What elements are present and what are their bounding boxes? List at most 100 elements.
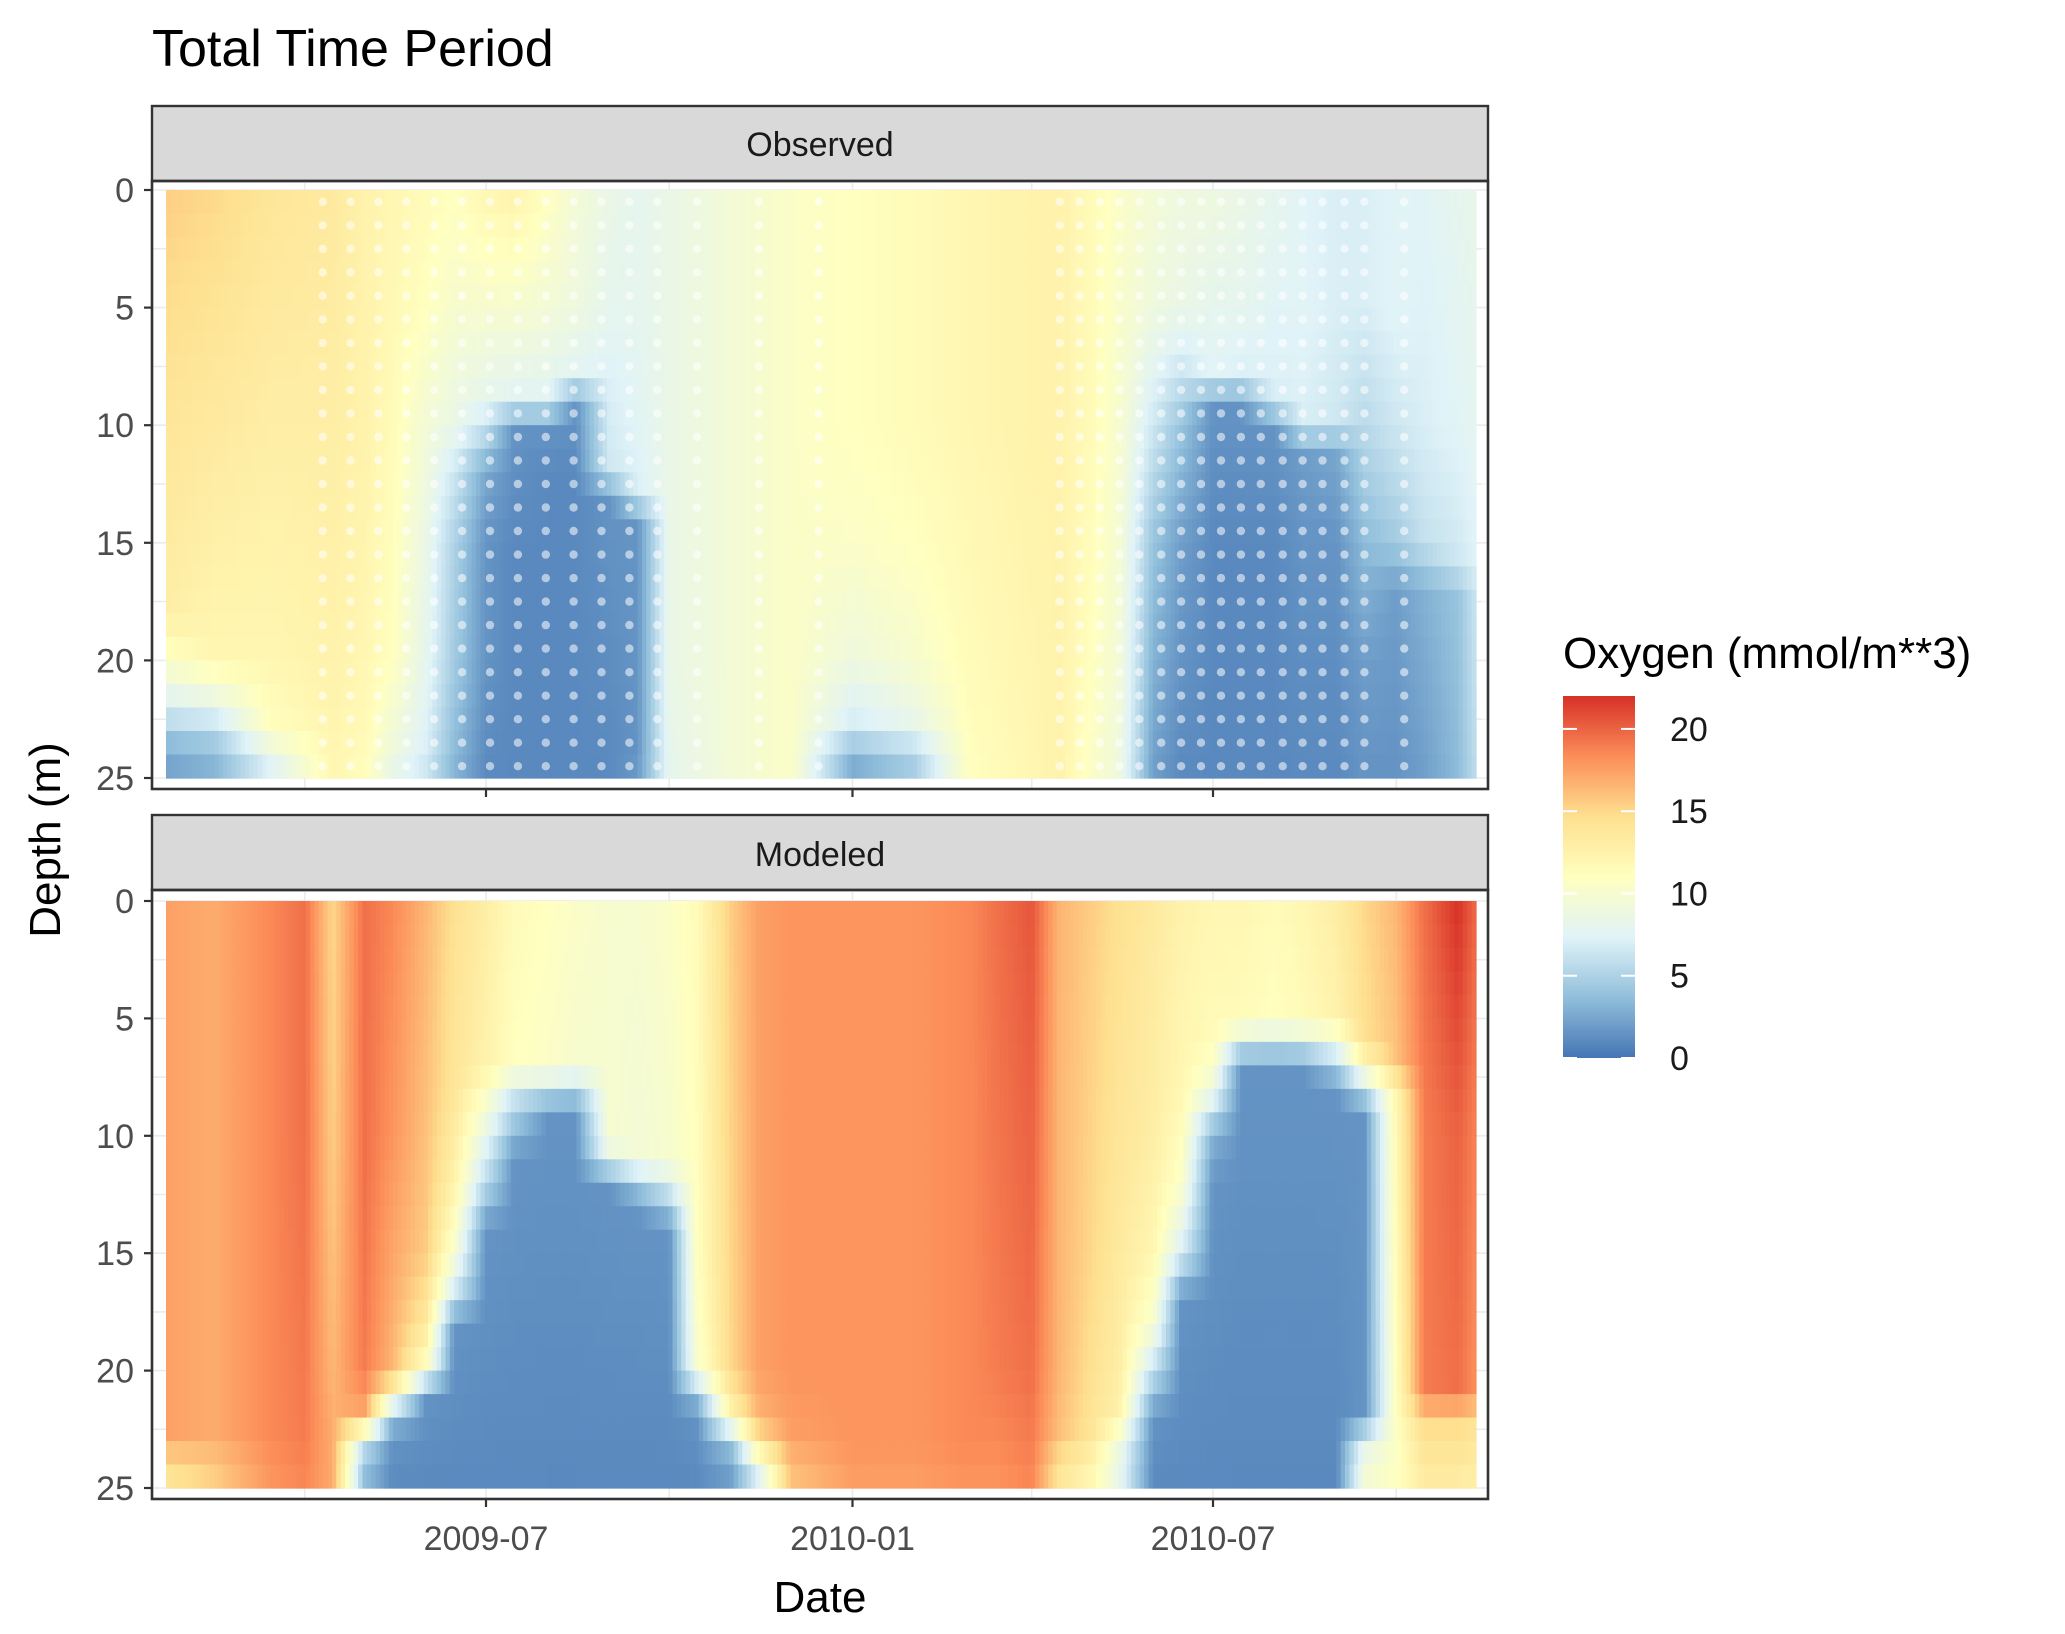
heat-cell	[244, 284, 250, 309]
heat-cell	[873, 213, 879, 238]
heat-cell	[790, 401, 796, 426]
heat-cell	[995, 683, 1001, 709]
heat-cell	[821, 448, 826, 473]
heat-cell	[668, 331, 674, 356]
heat-cell	[803, 260, 809, 285]
heat-cell	[1026, 730, 1032, 756]
heat-cell	[585, 683, 591, 709]
heat-cell	[297, 613, 302, 638]
heat-cell	[576, 190, 582, 215]
heat-cell	[615, 754, 621, 779]
heat-cell	[279, 519, 285, 544]
heat-cell	[995, 707, 1001, 732]
heat-cell	[956, 284, 962, 309]
heat-cell	[1026, 354, 1032, 379]
heat-cell	[934, 542, 940, 567]
heat-cell	[366, 472, 372, 497]
heat-cell	[493, 519, 499, 544]
heat-cell	[965, 754, 971, 779]
heat-cell	[196, 566, 202, 591]
heat-cell	[366, 448, 372, 473]
heat-cell	[869, 237, 874, 262]
heat-cell	[235, 425, 241, 450]
heat-cell	[480, 613, 486, 638]
heat-cell	[829, 660, 835, 685]
heat-cell	[847, 613, 853, 638]
heat-cell	[690, 260, 695, 285]
heat-cell	[423, 542, 429, 567]
heat-cell	[668, 284, 674, 309]
heat-cell	[209, 284, 215, 309]
heat-cell	[742, 613, 748, 638]
heat-cell	[1008, 754, 1014, 779]
heat-cell	[454, 213, 460, 238]
heat-cell	[995, 213, 1001, 238]
heat-cell	[834, 495, 840, 520]
heat-cell	[502, 331, 508, 356]
heat-cell	[681, 495, 687, 520]
heat-cell	[397, 660, 403, 685]
heat-cell	[362, 307, 368, 332]
heat-cell	[388, 190, 394, 215]
heat-cell	[672, 448, 678, 473]
heat-cell	[218, 519, 224, 544]
heat-cell	[969, 401, 975, 426]
heat-cell	[903, 495, 909, 520]
heat-cell	[895, 448, 901, 473]
heat-cell	[471, 613, 477, 638]
heat-cell	[1013, 425, 1019, 450]
heat-cell	[262, 613, 268, 638]
heat-cell	[807, 190, 813, 215]
heat-cell	[899, 707, 905, 732]
heat-cell	[917, 260, 923, 285]
heat-cell	[724, 683, 730, 709]
heat-cell	[703, 448, 709, 473]
heat-cell	[781, 589, 787, 614]
heat-cell	[620, 495, 626, 520]
heat-cell	[724, 448, 730, 473]
heat-cell	[593, 378, 599, 403]
heat-cell	[707, 307, 713, 332]
heat-cell	[659, 566, 665, 591]
heat-cell	[646, 284, 652, 309]
heat-cell	[563, 401, 569, 426]
heat-cell	[895, 542, 901, 567]
heat-cell	[222, 354, 228, 379]
heat-cell	[991, 613, 997, 638]
heat-cell	[973, 636, 979, 661]
heat-cell	[869, 472, 874, 497]
heat-cell	[938, 401, 944, 426]
heat-cell	[528, 495, 534, 520]
heat-cell	[454, 730, 460, 756]
heat-cell	[449, 190, 455, 215]
heat-cell	[445, 448, 451, 473]
heat-cell	[703, 354, 709, 379]
heat-cell	[720, 566, 726, 591]
heat-cell	[580, 495, 586, 520]
heat-cell	[528, 237, 534, 262]
heat-cell	[275, 472, 281, 497]
heat-cell	[947, 354, 953, 379]
heat-cell	[1017, 190, 1023, 215]
heat-cell	[903, 613, 909, 638]
heat-cell	[467, 190, 473, 215]
heat-cell	[851, 495, 857, 520]
heat-cell	[742, 213, 748, 238]
heat-cell	[668, 660, 674, 685]
heat-cell	[965, 542, 971, 567]
heat-cell	[869, 307, 874, 332]
heat-cell	[829, 284, 835, 309]
heat-cell	[371, 730, 377, 756]
heat-cell	[724, 660, 730, 685]
heat-cell	[331, 542, 337, 567]
heat-cell	[519, 425, 525, 450]
heat-cell	[807, 378, 813, 403]
heat-cell	[982, 730, 988, 756]
heat-cell	[580, 660, 586, 685]
heat-cell	[510, 448, 516, 473]
heat-cell	[419, 190, 425, 215]
heat-cell	[995, 260, 1001, 285]
heat-cell	[524, 448, 530, 473]
heat-cell	[978, 707, 984, 732]
heat-cell	[794, 730, 800, 756]
